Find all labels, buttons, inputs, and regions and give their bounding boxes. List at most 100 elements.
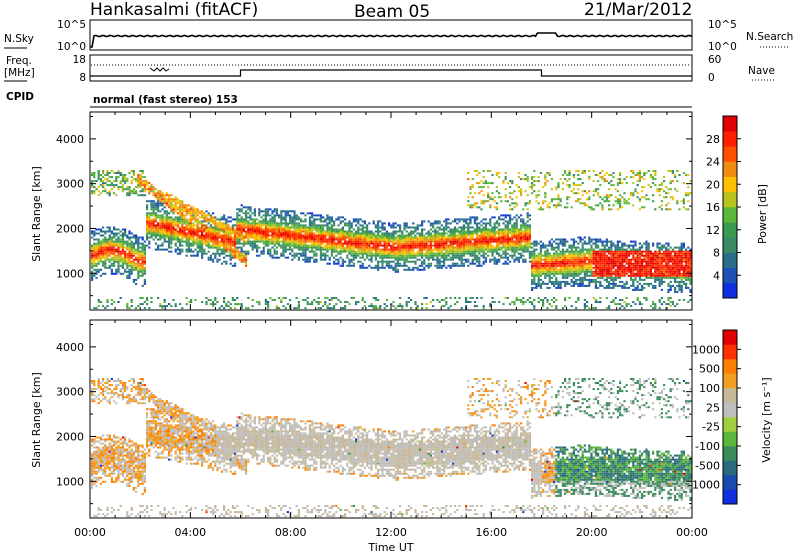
power-cell [115, 232, 118, 235]
power-cell [262, 238, 265, 241]
power-cell [484, 244, 487, 247]
power-cell [583, 266, 586, 269]
power-cell [308, 234, 311, 237]
power-cell [251, 222, 254, 225]
power-cell [139, 190, 142, 193]
power-cell [284, 238, 287, 241]
power-cell [306, 232, 309, 235]
power-cell [205, 301, 208, 303]
power-cell [236, 230, 239, 233]
power-cell [561, 280, 564, 283]
power-cell [421, 238, 424, 241]
power-cell [388, 236, 391, 239]
power-cell [135, 240, 138, 243]
power-cell [146, 238, 149, 241]
power-cell [357, 234, 360, 237]
power-cell [467, 172, 470, 174]
power-cell [260, 226, 263, 229]
power-cell [174, 220, 177, 223]
power-cell [139, 180, 142, 183]
power-cell [498, 196, 501, 199]
power-cell [207, 234, 210, 237]
power-cell [493, 238, 496, 241]
power-cell [262, 234, 265, 237]
power-cell [205, 303, 208, 306]
power-cell [161, 192, 164, 195]
power-cell [185, 254, 188, 257]
power-cell [561, 174, 564, 176]
power-cell [168, 202, 171, 205]
power-cell [91, 276, 94, 279]
power-cell [465, 250, 468, 253]
power-cell [559, 200, 562, 203]
power-cell [427, 244, 430, 247]
power-cell [328, 262, 331, 265]
power-cell [308, 244, 311, 247]
power-cell [119, 246, 122, 249]
power-cell [524, 178, 527, 181]
power-cell [394, 307, 397, 310]
power-cell [434, 222, 437, 225]
power-cell [302, 252, 305, 255]
power-cell [95, 188, 98, 191]
power-cell [302, 230, 305, 233]
power-cell [361, 240, 364, 243]
power-cell [183, 210, 186, 213]
power-cell [341, 307, 344, 310]
power-cell [469, 301, 472, 303]
power-cell [493, 226, 496, 229]
power-cell [168, 196, 171, 199]
power-cell [282, 216, 285, 219]
power-cell [575, 240, 578, 243]
power-cell [379, 236, 382, 239]
power-cell [317, 242, 320, 245]
power-cell [577, 188, 580, 191]
power-cell [99, 246, 102, 249]
power-cell [231, 226, 234, 229]
power-cell [436, 242, 439, 245]
power-cell [399, 256, 402, 259]
power-cell [304, 250, 307, 253]
power-cell [154, 212, 157, 215]
power-cell [449, 256, 452, 259]
power-cell [401, 254, 404, 257]
power-cell [528, 301, 531, 303]
power-cell [436, 232, 439, 235]
power-cell [447, 230, 450, 233]
power-cell [333, 305, 336, 308]
power-cell [302, 226, 305, 229]
power-cell [377, 307, 380, 310]
power-cell [165, 226, 168, 229]
power-cell [575, 192, 578, 195]
power-cell [91, 270, 94, 273]
power-cell [465, 226, 468, 229]
power-cell [302, 299, 305, 301]
power-cell [531, 280, 534, 283]
power-cell [440, 228, 443, 231]
power-cell [575, 272, 578, 275]
power-cell [517, 186, 520, 189]
power-cell [440, 299, 443, 301]
power-cell [407, 246, 410, 249]
power-cell [454, 252, 457, 255]
power-cell [526, 236, 529, 239]
power-cell [293, 212, 296, 215]
power-cell [555, 238, 558, 241]
power-cell [282, 230, 285, 233]
power-cell [445, 244, 448, 247]
power-cell [295, 232, 298, 235]
power-cell [513, 236, 516, 239]
power-cell [412, 240, 415, 243]
power-cell [322, 246, 325, 249]
power-cell [128, 188, 131, 191]
power-cell [198, 236, 201, 239]
power-cell [381, 228, 384, 231]
power-cell [304, 248, 307, 251]
power-cell [269, 250, 272, 253]
power-cell [174, 222, 177, 225]
power-cell [286, 238, 289, 241]
power-cell [291, 218, 294, 221]
power-cell [289, 248, 292, 251]
power-cell [550, 198, 553, 201]
power-cell [487, 248, 490, 251]
